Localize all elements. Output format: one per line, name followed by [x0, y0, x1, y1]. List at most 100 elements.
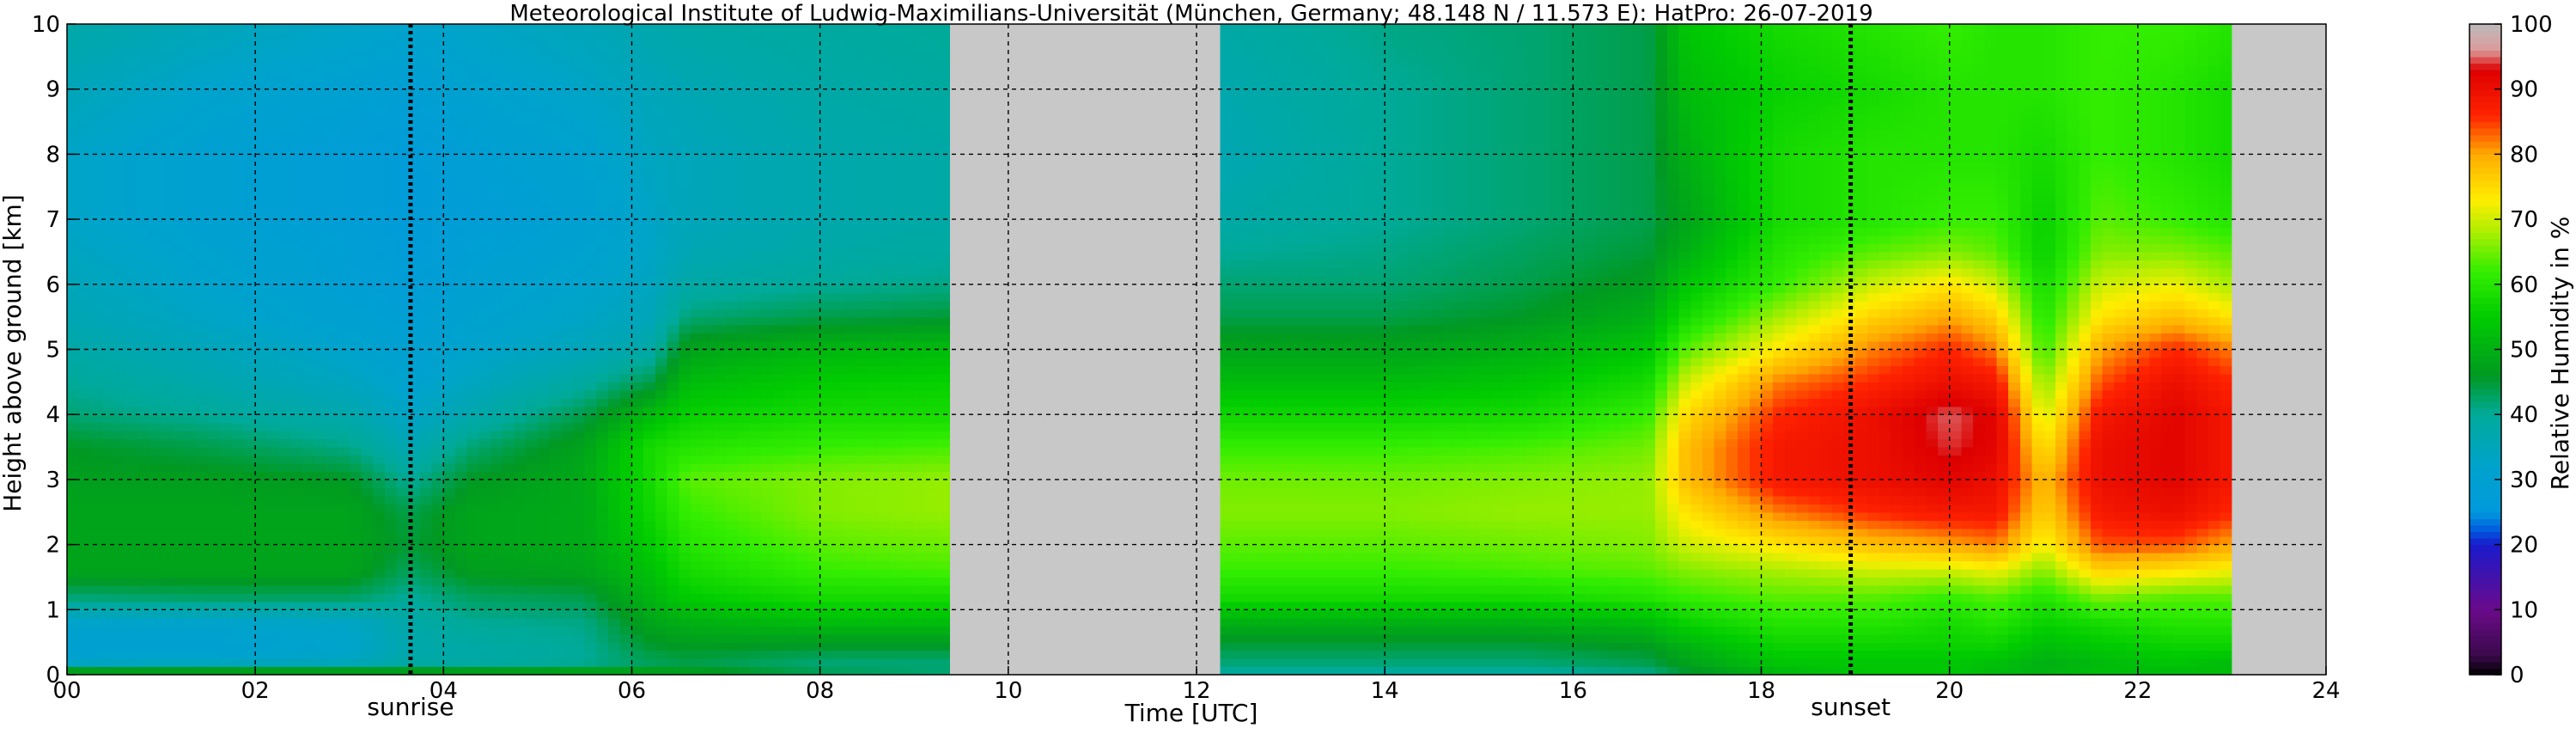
- humidity-cell: [67, 422, 80, 431]
- humidity-cell: [67, 520, 80, 529]
- humidity-cell: [561, 373, 574, 382]
- humidity-cell: [278, 325, 291, 334]
- humidity-cell: [619, 64, 633, 74]
- humidity-cell: [161, 584, 174, 594]
- humidity-cell: [184, 260, 198, 269]
- humidity-cell: [278, 650, 291, 659]
- humidity-cell: [784, 227, 797, 236]
- humidity-cell: [514, 154, 527, 163]
- humidity-cell: [549, 121, 562, 131]
- humidity-cell: [561, 32, 574, 41]
- humidity-cell: [443, 447, 456, 456]
- humidity-cell: [137, 309, 150, 318]
- humidity-cell: [419, 609, 433, 619]
- humidity-cell: [561, 251, 574, 261]
- humidity-cell: [549, 528, 562, 537]
- humidity-cell: [231, 325, 245, 334]
- humidity-cell: [726, 300, 739, 309]
- humidity-cell: [643, 373, 656, 382]
- humidity-cell: [631, 544, 644, 554]
- humidity-cell: [667, 617, 679, 627]
- humidity-cell: [514, 471, 527, 480]
- humidity-cell: [408, 414, 421, 424]
- humidity-cell: [161, 373, 174, 382]
- humidity-cell: [537, 365, 551, 375]
- humidity-cell: [690, 560, 703, 570]
- humidity-cell: [161, 251, 174, 261]
- humidity-cell: [596, 333, 609, 342]
- humidity-cell: [78, 105, 91, 114]
- humidity-cell: [667, 32, 679, 41]
- humidity-cell: [584, 325, 598, 334]
- humidity-cell: [749, 479, 762, 488]
- humidity-cell: [184, 471, 198, 480]
- humidity-cell: [761, 568, 774, 578]
- humidity-cell: [301, 373, 315, 382]
- humidity-cell: [631, 568, 644, 578]
- humidity-cell: [113, 349, 127, 358]
- humidity-cell: [78, 577, 91, 586]
- humidity-cell: [419, 520, 433, 529]
- humidity-cell: [408, 389, 421, 399]
- humidity-cell: [196, 584, 209, 594]
- humidity-cell: [608, 243, 621, 253]
- humidity-cell: [772, 511, 786, 521]
- humidity-cell: [266, 203, 280, 212]
- humidity-cell: [361, 251, 374, 261]
- humidity-cell: [702, 227, 715, 236]
- humidity-cell: [431, 487, 444, 497]
- humidity-cell: [220, 333, 233, 342]
- humidity-cell: [419, 138, 433, 147]
- humidity-cell: [361, 227, 374, 236]
- humidity-cell: [161, 609, 174, 619]
- humidity-cell: [431, 138, 444, 147]
- humidity-cell: [90, 341, 103, 351]
- humidity-cell: [631, 658, 644, 668]
- humidity-cell: [243, 455, 256, 464]
- humidity-cell: [573, 113, 586, 123]
- humidity-cell: [396, 544, 409, 554]
- humidity-cell: [561, 89, 574, 98]
- humidity-cell: [784, 187, 797, 196]
- humidity-cell: [196, 389, 209, 399]
- humidity-cell: [243, 609, 256, 619]
- humidity-cell: [220, 219, 233, 229]
- humidity-cell: [726, 243, 739, 253]
- humidity-cell: [608, 219, 621, 229]
- humidity-cell: [466, 487, 480, 497]
- humidity-cell: [667, 251, 679, 261]
- humidity-cell: [137, 187, 150, 196]
- humidity-cell: [373, 633, 386, 643]
- humidity-cell: [149, 577, 162, 586]
- humidity-cell: [631, 219, 644, 229]
- humidity-cell: [290, 528, 303, 537]
- humidity-cell: [431, 227, 444, 236]
- humidity-cell: [102, 284, 115, 293]
- humidity-cell: [537, 81, 551, 90]
- humidity-cell: [301, 341, 315, 351]
- humidity-cell: [455, 471, 468, 480]
- humidity-cell: [667, 187, 679, 196]
- humidity-cell: [338, 260, 350, 269]
- humidity-cell: [573, 431, 586, 440]
- humidity-cell: [737, 666, 751, 676]
- humidity-cell: [679, 178, 691, 187]
- humidity-cell: [702, 203, 715, 212]
- humidity-cell: [196, 97, 209, 107]
- humidity-cell: [196, 251, 209, 261]
- humidity-cell: [690, 48, 703, 58]
- humidity-cell: [784, 316, 797, 326]
- humidity-cell: [243, 145, 256, 155]
- humidity-cell: [596, 56, 609, 65]
- humidity-cell: [161, 495, 174, 505]
- humidity-cell: [784, 373, 797, 382]
- humidity-cell: [361, 72, 374, 82]
- humidity-cell: [231, 414, 245, 424]
- humidity-cell: [278, 658, 291, 668]
- humidity-cell: [537, 341, 551, 351]
- humidity-cell: [396, 389, 409, 399]
- humidity-cell: [161, 389, 174, 399]
- humidity-cell: [338, 325, 350, 334]
- humidity-cell: [561, 187, 574, 196]
- humidity-cell: [338, 162, 350, 171]
